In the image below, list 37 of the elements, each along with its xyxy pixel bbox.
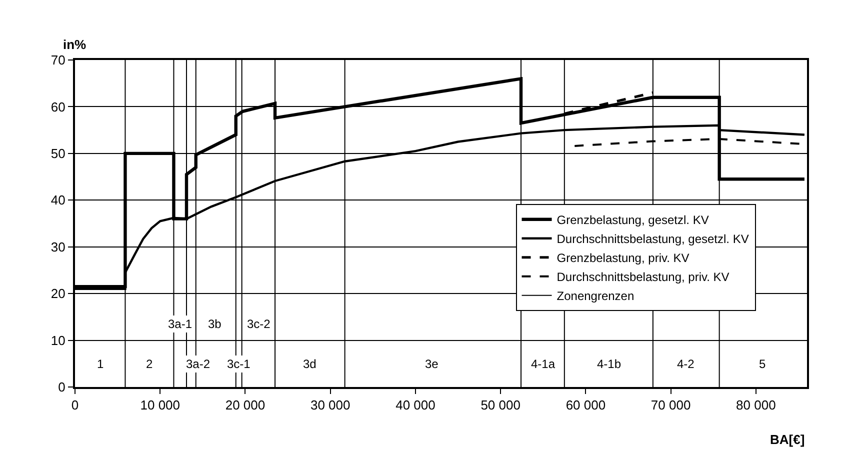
x-tick-label: 10 000 [140, 398, 180, 413]
annotation: 3b [208, 317, 222, 331]
x-tick-label: 60 000 [566, 398, 606, 413]
x-tick-label: 0 [71, 398, 79, 413]
y-tick-label: 40 [50, 192, 66, 208]
annotation: 3a-2 [186, 357, 210, 371]
y-tick-label: 30 [50, 239, 66, 254]
legend-label: Grenzbelastung, gesetzl. KV [556, 213, 709, 228]
x-tick-label: 40 000 [396, 398, 436, 413]
annotation: 5 [759, 357, 766, 371]
annotation: 4-2 [677, 357, 695, 371]
annotation: 3c-2 [247, 317, 271, 331]
legend-label: Grenzbelastung, priv. KV [556, 251, 690, 266]
x-tick-label: 50 000 [480, 398, 520, 413]
annotation: 4-1b [597, 357, 622, 371]
legend-label: Durchschnittsbelastung, priv. KV [556, 270, 730, 284]
y-axis-title: in% [63, 37, 87, 52]
y-tick-label: 10 [50, 332, 66, 348]
legend-label: Durchschnittsbelastung, gesetzl. KV [556, 232, 749, 246]
annotation: 1 [97, 357, 104, 371]
annotation: 3a-1 [168, 317, 192, 331]
annotation: 3e [425, 357, 439, 371]
x-tick-label: 20 000 [225, 398, 266, 413]
annotation: 3d [303, 357, 316, 371]
y-tick-label: 60 [50, 99, 66, 114]
annotation: 3c-1 [227, 357, 251, 371]
x-axis-title: BA[€] [770, 432, 805, 447]
x-tick-label: 30 000 [310, 398, 350, 413]
series-label: Zonengrenzen [556, 289, 634, 304]
y-tick-label: 50 [50, 146, 66, 161]
annotation: 4-1a [531, 357, 556, 371]
y-tick-label: 70 [50, 52, 66, 68]
y-tick-label: 20 [50, 286, 66, 302]
y-tick-label: 0 [58, 380, 66, 395]
x-tick-label: 70 000 [650, 398, 691, 413]
annotation: 2 [146, 357, 153, 371]
x-tick-label: 80 000 [736, 398, 776, 413]
